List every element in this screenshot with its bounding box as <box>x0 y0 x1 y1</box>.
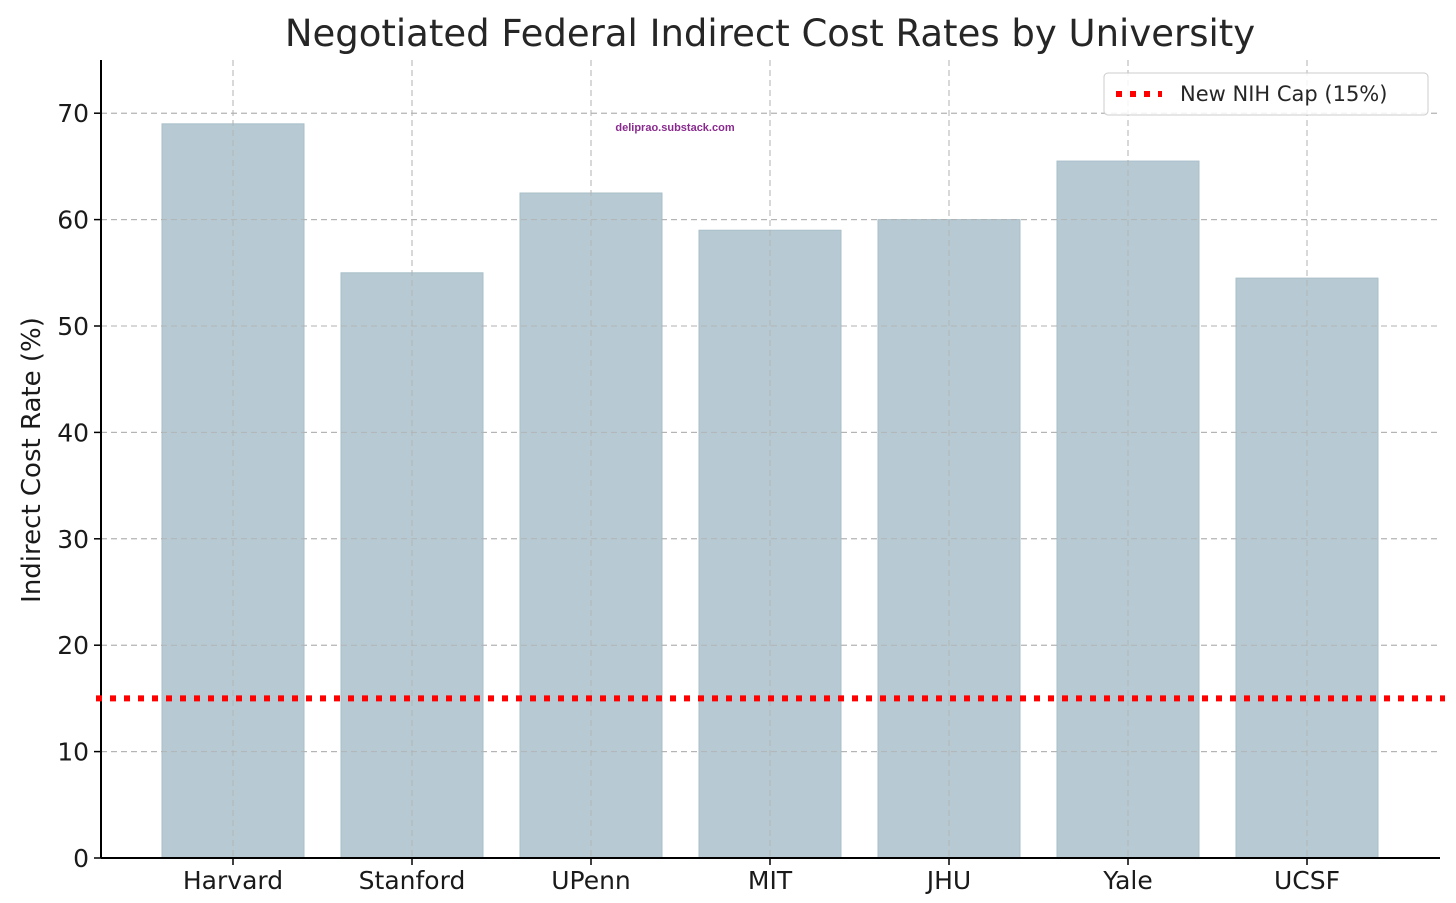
y-tick-label: 50 <box>57 312 89 341</box>
axes <box>94 60 1440 865</box>
y-tick-label: 40 <box>57 418 89 447</box>
y-axis-label: Indirect Cost Rate (%) <box>17 317 47 603</box>
tick-labels: 0 10 20 30 40 50 60 70 Harvard Stanford UPenn MIT JH… <box>57 99 1340 895</box>
legend-label: New NIH Cap (15%) <box>1180 82 1387 106</box>
y-tick-label: 0 <box>73 844 89 873</box>
y-tick-label: 20 <box>57 631 89 660</box>
y-tick-label: 30 <box>57 525 89 554</box>
x-tick-label: Yale <box>1102 866 1152 895</box>
x-tick-label: JHU <box>925 866 971 895</box>
x-tick-label: MIT <box>748 866 793 895</box>
y-tick-label: 60 <box>57 206 89 235</box>
chart-title: Negotiated Federal Indirect Cost Rates b… <box>285 12 1255 55</box>
y-tick-label: 10 <box>57 738 89 767</box>
watermark-text: deliprao.substack.com <box>615 122 734 134</box>
x-tick-label: UPenn <box>551 866 631 895</box>
legend-box <box>1103 72 1429 116</box>
y-tick-label: 70 <box>57 99 89 128</box>
x-tick-label: Harvard <box>183 866 283 895</box>
x-tick-label: UCSF <box>1274 866 1340 895</box>
legend: New NIH Cap (15%) <box>1103 72 1429 116</box>
x-tick-label: Stanford <box>359 866 466 895</box>
bars <box>101 60 1440 859</box>
